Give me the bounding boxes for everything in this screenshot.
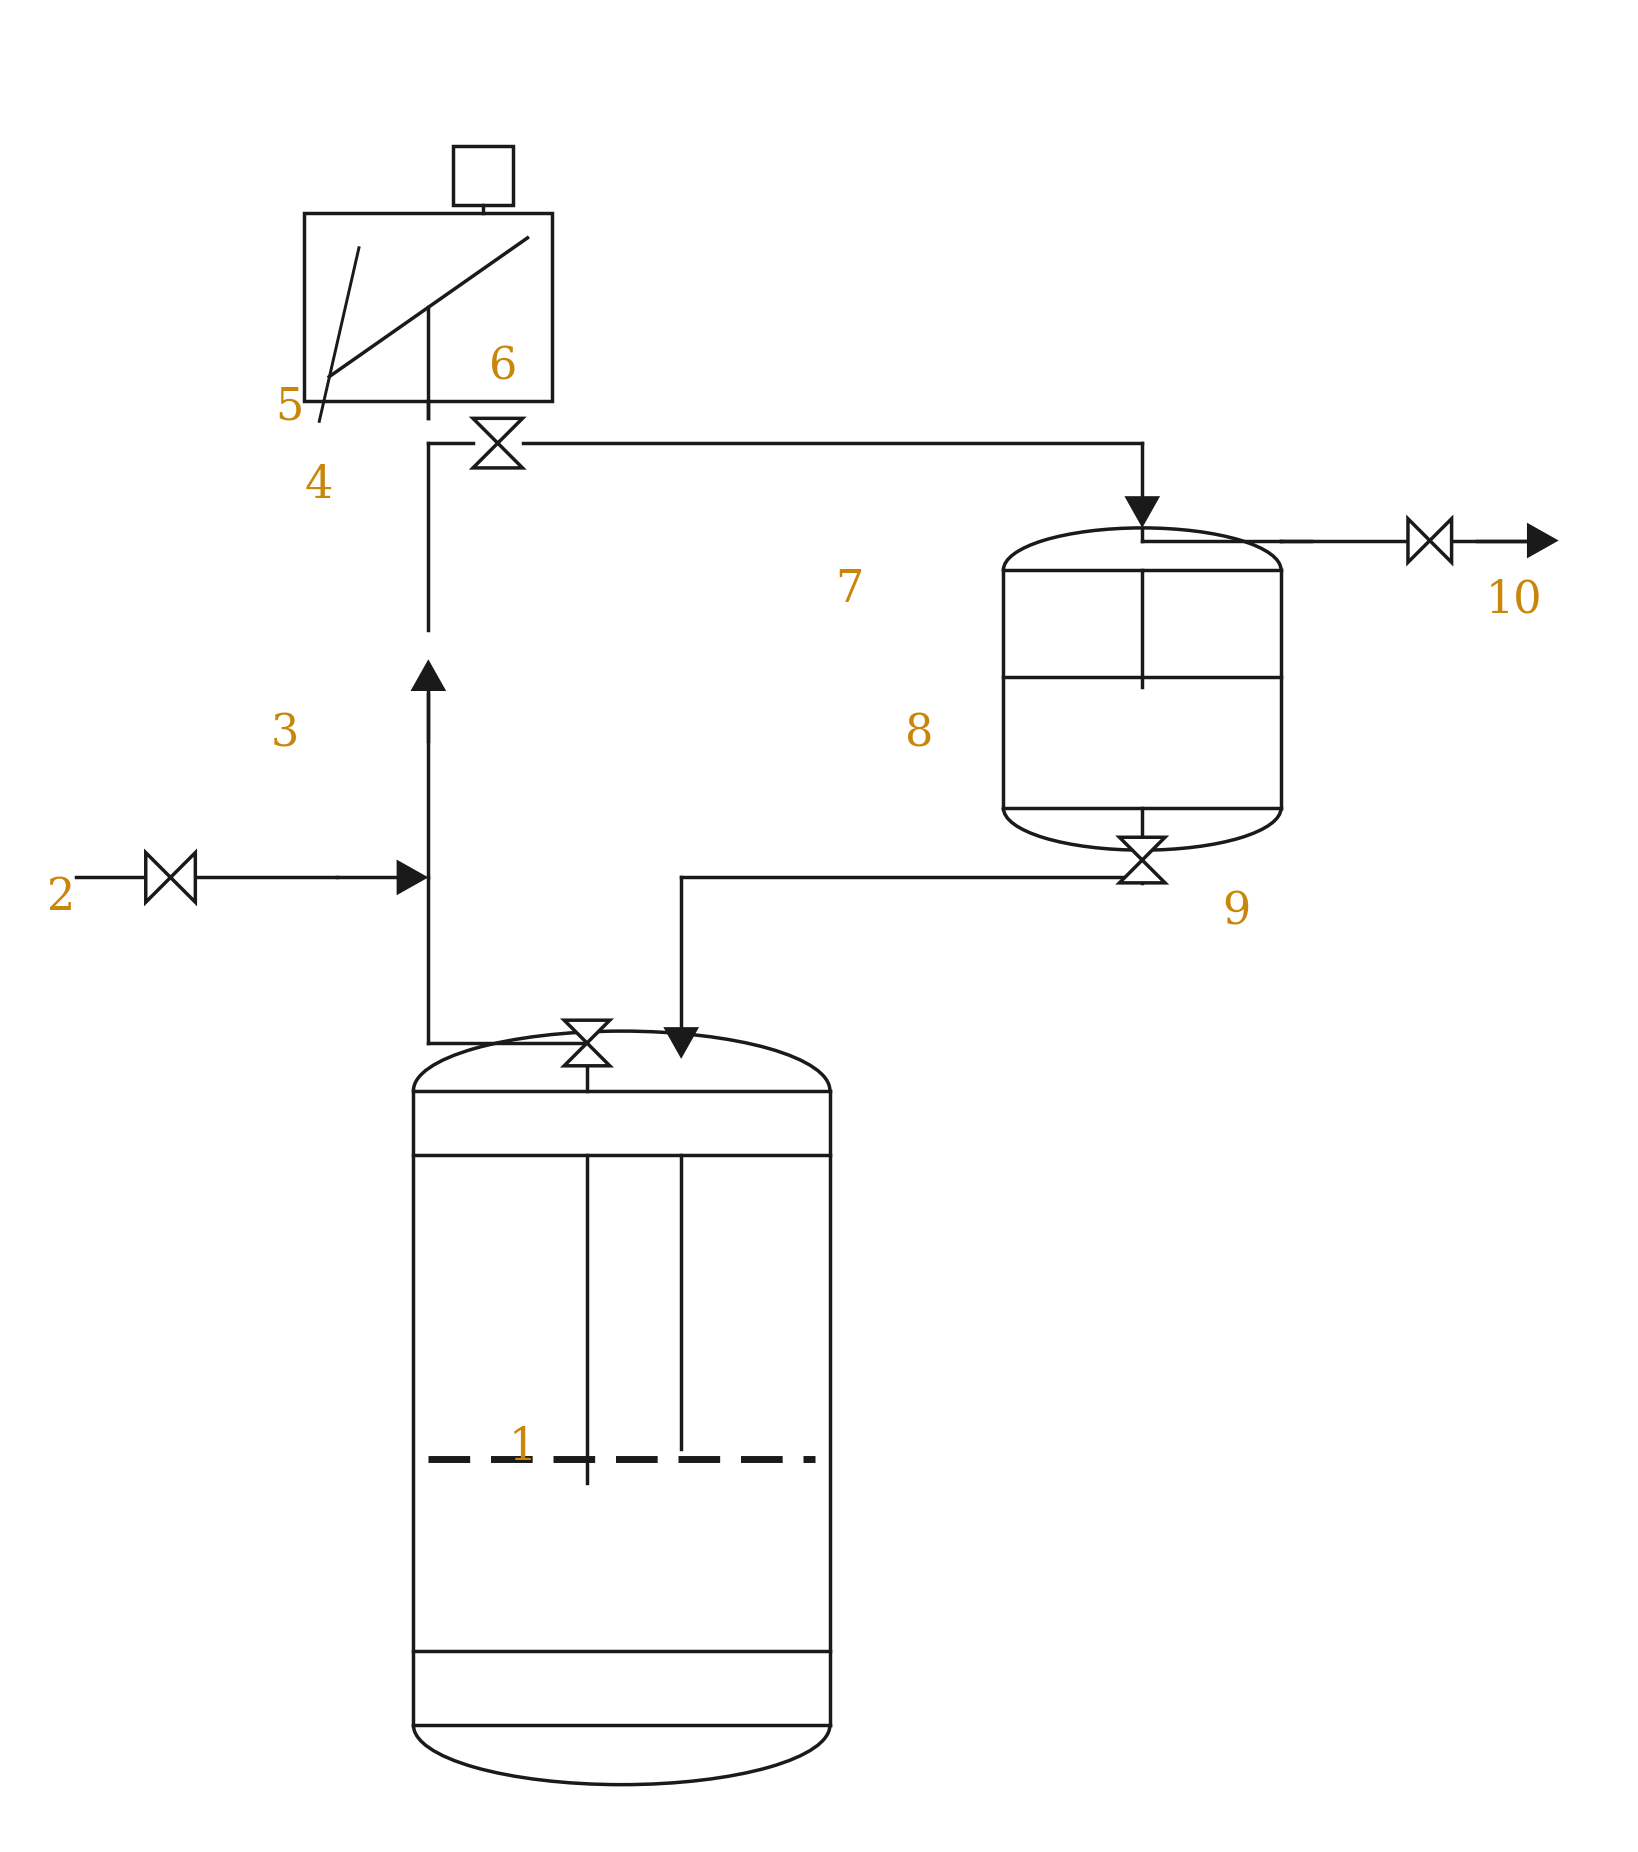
Polygon shape xyxy=(563,1020,609,1043)
Polygon shape xyxy=(411,659,446,691)
Polygon shape xyxy=(1430,519,1451,563)
Text: 5: 5 xyxy=(275,385,303,428)
Polygon shape xyxy=(396,859,429,895)
Text: 3: 3 xyxy=(270,711,298,756)
Text: 2: 2 xyxy=(48,876,75,919)
Bar xyxy=(454,146,513,206)
Polygon shape xyxy=(473,419,523,443)
Text: 10: 10 xyxy=(1486,578,1543,622)
Text: 8: 8 xyxy=(904,711,934,756)
Text: 9: 9 xyxy=(1222,891,1250,933)
Polygon shape xyxy=(473,443,523,469)
Polygon shape xyxy=(1409,519,1430,563)
Polygon shape xyxy=(1124,496,1160,528)
Bar xyxy=(305,213,552,402)
Polygon shape xyxy=(1119,837,1165,859)
Text: 7: 7 xyxy=(835,569,863,611)
Polygon shape xyxy=(563,1043,609,1065)
Polygon shape xyxy=(170,852,195,902)
Polygon shape xyxy=(1527,522,1559,559)
Polygon shape xyxy=(146,852,170,902)
Text: 4: 4 xyxy=(305,465,334,507)
Text: 6: 6 xyxy=(488,344,518,389)
Text: 1: 1 xyxy=(508,1426,537,1469)
Polygon shape xyxy=(663,1028,699,1059)
Polygon shape xyxy=(1119,859,1165,883)
